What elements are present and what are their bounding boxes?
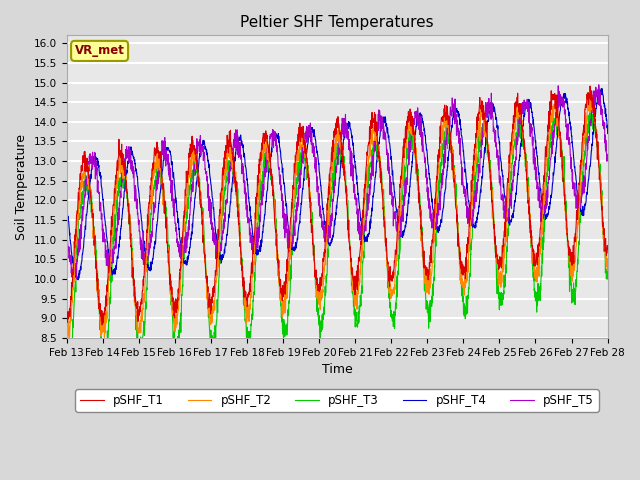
Line: pSHF_T2: pSHF_T2 (67, 96, 607, 341)
pSHF_T3 (604, 276, 611, 282)
pSHF_T1 (556, 129, 564, 135)
pSHF_T1 (495, 259, 502, 264)
pSHF_T1 (353, 273, 360, 279)
pSHF_T2 (588, 93, 595, 99)
pSHF_T1 (604, 246, 611, 252)
pSHF_T1 (586, 83, 594, 89)
Title: Peltier SHF Temperatures: Peltier SHF Temperatures (240, 15, 434, 30)
pSHF_T5 (604, 157, 611, 163)
pSHF_T2 (63, 331, 70, 336)
pSHF_T2 (495, 282, 502, 288)
pSHF_T1 (572, 239, 579, 245)
pSHF_T1 (214, 237, 221, 242)
pSHF_T4 (495, 134, 502, 140)
pSHF_T2 (572, 259, 579, 265)
pSHF_T1 (63, 317, 70, 323)
pSHF_T2 (556, 134, 564, 140)
Line: pSHF_T3: pSHF_T3 (67, 110, 607, 372)
Y-axis label: Soil Temperature: Soil Temperature (15, 133, 28, 240)
pSHF_T2 (63, 338, 70, 344)
pSHF_T5 (63, 227, 70, 233)
pSHF_T3 (572, 288, 579, 293)
pSHF_T2 (214, 272, 221, 278)
pSHF_T5 (572, 190, 579, 195)
Line: pSHF_T4: pSHF_T4 (67, 88, 607, 280)
Line: pSHF_T1: pSHF_T1 (67, 86, 607, 325)
pSHF_T5 (495, 162, 502, 168)
pSHF_T3 (365, 168, 372, 173)
Text: VR_met: VR_met (75, 45, 125, 58)
pSHF_T5 (353, 195, 360, 201)
pSHF_T4 (74, 277, 82, 283)
pSHF_T4 (598, 85, 605, 91)
pSHF_T3 (554, 108, 561, 113)
pSHF_T5 (595, 82, 602, 88)
Line: pSHF_T5: pSHF_T5 (67, 85, 607, 279)
pSHF_T4 (353, 173, 360, 179)
pSHF_T4 (214, 243, 221, 249)
pSHF_T5 (214, 245, 221, 251)
pSHF_T2 (604, 256, 611, 262)
pSHF_T3 (63, 358, 70, 363)
pSHF_T4 (556, 108, 564, 114)
pSHF_T3 (353, 309, 360, 315)
pSHF_T5 (556, 91, 564, 97)
pSHF_T4 (63, 199, 70, 204)
pSHF_T3 (100, 369, 108, 374)
pSHF_T5 (73, 276, 81, 282)
pSHF_T2 (353, 288, 360, 294)
pSHF_T3 (214, 310, 221, 315)
pSHF_T2 (365, 154, 372, 159)
pSHF_T4 (604, 131, 611, 136)
pSHF_T1 (365, 140, 372, 146)
pSHF_T4 (572, 168, 579, 174)
pSHF_T4 (365, 230, 372, 236)
pSHF_T3 (556, 133, 564, 139)
Legend: pSHF_T1, pSHF_T2, pSHF_T3, pSHF_T4, pSHF_T5: pSHF_T1, pSHF_T2, pSHF_T3, pSHF_T4, pSHF… (76, 389, 599, 412)
pSHF_T5 (365, 192, 372, 198)
pSHF_T3 (495, 290, 502, 296)
X-axis label: Time: Time (322, 363, 353, 376)
pSHF_T1 (99, 322, 106, 328)
